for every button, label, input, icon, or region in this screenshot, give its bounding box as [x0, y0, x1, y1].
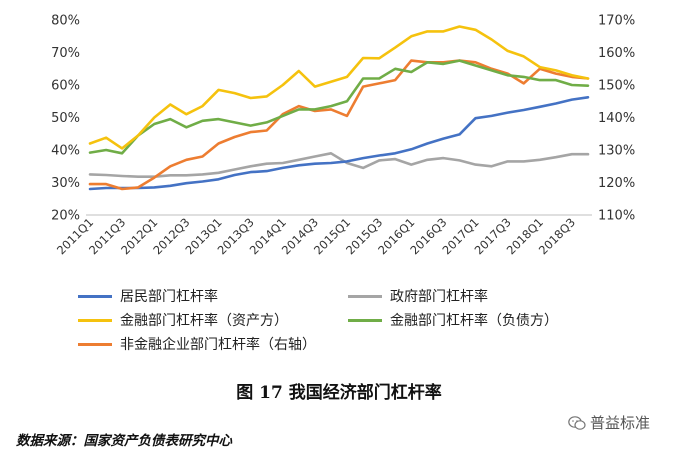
y-right-tick-label: 120%: [598, 176, 635, 191]
y-left-tick-label: 80%: [51, 14, 80, 29]
y-right-tick-label: 130%: [598, 144, 635, 159]
series-line-1: [88, 152, 590, 178]
legend-swatch-household: [78, 294, 112, 298]
legend-swatch-financial-asset: [78, 318, 112, 322]
watermark-label: 普益标准: [590, 414, 651, 432]
y-left-tick-label: 60%: [51, 79, 80, 94]
figure-caption: 图 17 我国经济部门杠杆率: [236, 383, 442, 403]
y-left-tick-label: 30%: [51, 176, 80, 191]
legend-label-financial-liability: 金融部门杠杆率（负债方）: [390, 313, 558, 329]
y-left-axis: 20% 30% 40% 50% 60% 70% 80%: [51, 14, 80, 224]
legend-item-financial-asset: 金融部门杠杆率（资产方）: [78, 310, 288, 330]
watermark: 普益标准: [568, 412, 650, 433]
legend-item-financial-liability: 金融部门杠杆率（负债方）: [348, 310, 558, 330]
legend-label-government: 政府部门杠杆率: [390, 289, 488, 305]
legend-label-nonfinancial-corporate: 非金融企业部门杠杆率（右轴）: [120, 337, 316, 353]
y-right-tick-label: 170%: [598, 14, 635, 29]
x-axis: 2011Q12011Q32012Q12012Q32013Q12013Q32014…: [54, 215, 578, 257]
line-chart: 20% 30% 40% 50% 60% 70% 80% 110% 120% 130% 140% 15…: [51, 14, 635, 258]
series-line-2: [88, 25, 590, 150]
legend-item-government: 政府部门杠杆率: [348, 286, 488, 306]
legend: 居民部门杠杆率 政府部门杠杆率 金融部门杠杆率（资产方） 金融部门杠杆率（负债方…: [78, 286, 598, 366]
series-lines: [88, 25, 590, 191]
y-left-tick-label: 70%: [51, 46, 80, 61]
y-right-tick-label: 110%: [598, 209, 635, 224]
legend-swatch-financial-liability: [348, 318, 382, 322]
y-right-axis: 110% 120% 130% 140% 150% 160% 170%: [598, 14, 635, 224]
legend-swatch-government: [348, 294, 382, 298]
series-line-4: [88, 59, 590, 191]
y-right-tick-label: 160%: [598, 46, 635, 61]
legend-item-household: 居民部门杠杆率: [78, 286, 218, 306]
legend-label-financial-asset: 金融部门杠杆率（资产方）: [120, 313, 288, 329]
series-line-3: [88, 59, 590, 155]
y-right-tick-label: 150%: [598, 79, 635, 94]
y-left-tick-label: 40%: [51, 144, 80, 159]
legend-item-nonfinancial-corporate: 非金融企业部门杠杆率（右轴）: [78, 334, 316, 354]
y-left-tick-label: 50%: [51, 111, 80, 126]
wechat-icon: [568, 415, 586, 430]
y-right-tick-label: 140%: [598, 111, 635, 126]
legend-label-household: 居民部门杠杆率: [120, 289, 218, 305]
series-line-0: [88, 96, 590, 191]
data-source: 数据来源：国家资产负债表研究中心: [16, 433, 232, 449]
legend-swatch-nonfinancial-corporate: [78, 342, 112, 346]
y-left-tick-label: 20%: [51, 209, 80, 224]
